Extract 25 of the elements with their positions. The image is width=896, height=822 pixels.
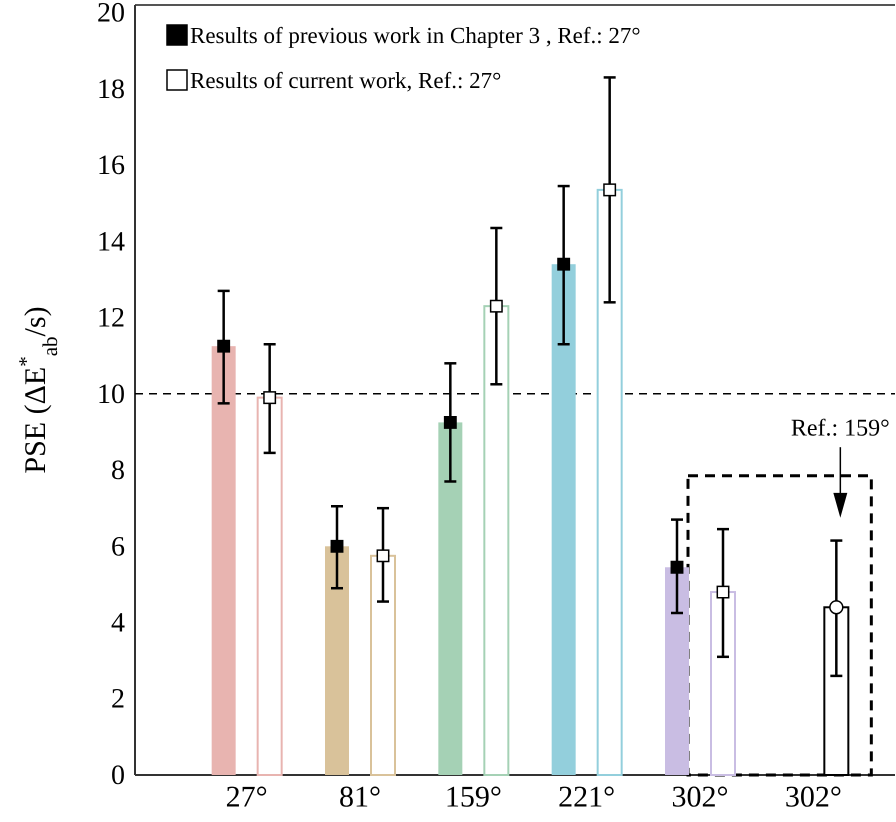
y-tick-label: 12 bbox=[97, 302, 125, 334]
y-tick-label: 0 bbox=[111, 760, 125, 791]
bar bbox=[212, 346, 236, 775]
x-tick-label: 159° bbox=[444, 780, 502, 814]
bar bbox=[325, 546, 349, 775]
legend-label: Results of previous work in Chapter 3 , Ref.: 27° bbox=[190, 23, 641, 48]
y-tick-label: 18 bbox=[97, 74, 125, 105]
bar bbox=[438, 422, 462, 775]
x-tick-label: 27° bbox=[226, 780, 268, 814]
x-tick-label: 302° bbox=[672, 780, 728, 814]
y-tick-label: 20 bbox=[97, 0, 125, 29]
y-tick-label: 10 bbox=[97, 378, 125, 410]
y-tick-label: 14 bbox=[97, 226, 125, 258]
y-tick-label: 6 bbox=[111, 531, 125, 562]
legend-label: Results of current work, Ref.: 27° bbox=[190, 68, 502, 93]
annotation: Ref.: 159° bbox=[790, 416, 890, 442]
y-tick-label: 16 bbox=[97, 150, 125, 182]
y-tick-label: 8 bbox=[111, 455, 125, 486]
x-tick-label: 221° bbox=[558, 780, 616, 814]
x-tick-label: 81° bbox=[339, 780, 381, 814]
bar bbox=[665, 567, 689, 775]
y-tick-label: 2 bbox=[111, 684, 125, 715]
x-tick-label: 302° bbox=[784, 780, 842, 814]
bar bbox=[552, 264, 576, 775]
y-tick-label: 4 bbox=[111, 607, 125, 638]
